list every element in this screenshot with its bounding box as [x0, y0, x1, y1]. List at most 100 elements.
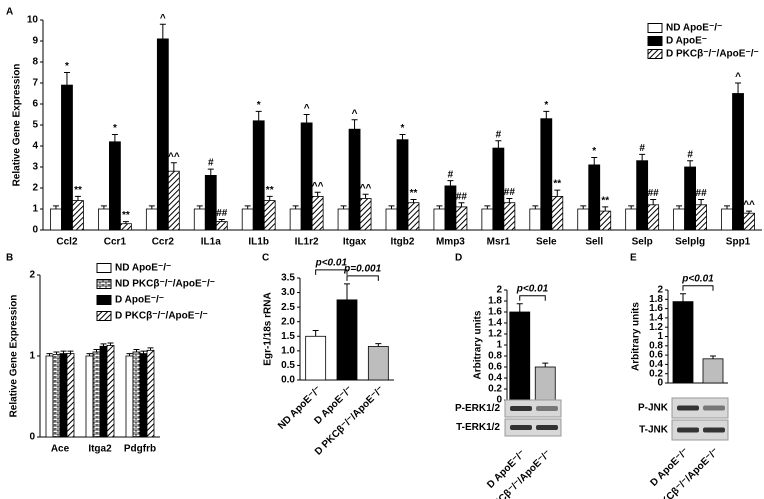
error-bar [86, 353, 93, 356]
y-tick-label: 3 [32, 162, 38, 173]
error-bar [140, 350, 147, 354]
y-tick-label: 1.8 [488, 296, 502, 307]
legend-label: D ApoE⁻/⁻ [115, 295, 164, 306]
error-bar [207, 168, 214, 176]
y-tick-label: 2 [657, 285, 663, 296]
error-bar [218, 219, 225, 222]
legend-swatch [647, 49, 663, 59]
error-bar [542, 362, 549, 367]
legend-label: D PKCβ⁻/⁻/ApoE⁻/⁻ [666, 49, 759, 60]
legend-label: D PKCβ⁻/⁻/ApoE⁻/⁻ [115, 311, 208, 322]
bar [636, 160, 649, 231]
x-tick-label: Msr1 [487, 237, 511, 248]
y-tick-label: 1 [496, 340, 502, 351]
error-bar [388, 205, 395, 209]
bar [396, 139, 409, 231]
bar [625, 208, 638, 231]
significance-label: ** [553, 179, 561, 190]
error-bar [591, 157, 598, 165]
bar [684, 166, 696, 231]
error-bar [344, 283, 350, 300]
bar [673, 208, 685, 231]
bar [61, 84, 73, 231]
y-axis-label: Arbitrary units [631, 302, 642, 371]
panel-letter: A [6, 7, 13, 18]
bar [702, 358, 724, 384]
bar [45, 355, 54, 438]
error-bar [314, 191, 321, 197]
bar [407, 202, 420, 231]
bar [204, 174, 217, 231]
x-tick-label: Selplg [675, 237, 705, 248]
bar [647, 204, 660, 231]
error-bar [266, 195, 273, 201]
bar [300, 122, 313, 231]
significance-label: * [113, 123, 117, 134]
y-tick-label: 4 [32, 141, 38, 152]
x-tick-label: Ccr1 [104, 237, 127, 248]
error-bar [159, 23, 166, 39]
x-tick-label: Ccr2 [152, 237, 175, 248]
error-bar [351, 119, 358, 130]
y-tick-label: 1.2 [649, 322, 663, 333]
bar [109, 141, 121, 231]
x-tick-label: Sell [585, 237, 603, 248]
significance-label: # [448, 169, 454, 180]
y-axis-label: Arbitrary units [473, 310, 484, 379]
blot-band [536, 406, 558, 411]
blot-band [677, 405, 699, 411]
error-bar [46, 353, 53, 356]
x-tick-label: IL1r2 [295, 237, 319, 248]
error-bar [506, 198, 513, 203]
bar [156, 38, 169, 231]
blot-band [510, 425, 532, 430]
significance-label: ** [122, 210, 130, 221]
x-tick-label: Ccl2 [56, 237, 78, 248]
y-tick-label: 2.5 [281, 302, 295, 313]
error-bar [602, 206, 609, 212]
blot [671, 419, 729, 441]
bar [367, 346, 389, 381]
legend-label: ND ApoE⁻/⁻ [666, 23, 722, 34]
error-bar [340, 205, 347, 209]
blot-band [536, 425, 558, 430]
x-tick-label: Itgb2 [391, 237, 415, 248]
bar [125, 355, 134, 438]
bar [146, 349, 155, 438]
error-bar [532, 205, 539, 209]
significance-label: ** [410, 188, 418, 199]
bar [215, 221, 228, 231]
error-bar [292, 205, 299, 209]
significance-bracket [519, 295, 546, 301]
x-tick-label: Sele [536, 237, 557, 248]
error-bar [126, 353, 133, 356]
y-tick-label: 0.2 [488, 384, 502, 395]
bar [588, 164, 601, 231]
bar [120, 223, 132, 231]
error-bar [111, 133, 118, 142]
significance-label: ^ [160, 13, 166, 24]
error-bar [580, 205, 587, 209]
y-tick-label: 0.0 [281, 375, 295, 386]
significance-label: * [544, 100, 548, 111]
bar [743, 212, 755, 231]
bar [732, 93, 744, 231]
significance-bracket [346, 275, 379, 281]
error-bar [676, 205, 683, 209]
bar [444, 185, 457, 231]
legend-swatch [96, 263, 112, 273]
y-tick-label: 0.2 [649, 368, 663, 379]
bar [139, 353, 148, 438]
error-bar [554, 189, 561, 197]
y-tick-label: 0.4 [488, 373, 502, 384]
y-tick-label: 1.4 [649, 313, 663, 324]
error-bar [63, 72, 70, 86]
significance-label: # [687, 149, 693, 160]
y-tick-label: 1.4 [488, 318, 502, 329]
blot [504, 399, 562, 418]
error-bar [244, 205, 251, 209]
error-bar [724, 205, 731, 209]
bar [529, 208, 542, 231]
